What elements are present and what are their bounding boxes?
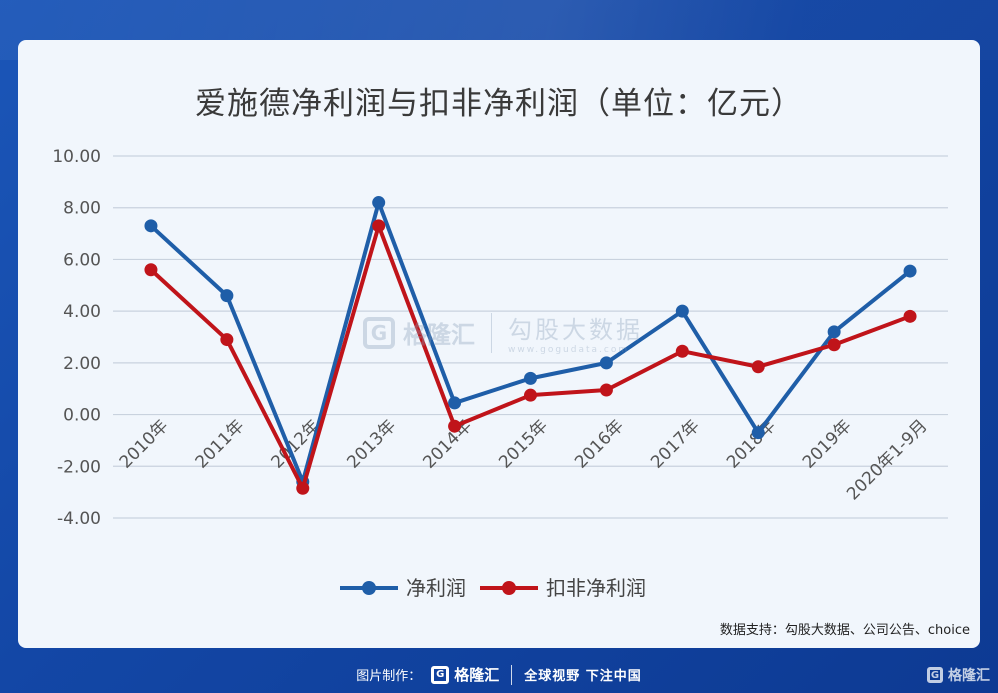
x-tick-label: 2010年	[116, 416, 173, 473]
data-point	[144, 219, 158, 233]
data-point	[827, 338, 841, 352]
x-tick-label: 2019年	[799, 416, 856, 473]
footer-bar: 图片制作： G 格隆汇 全球视野 下注中国	[0, 656, 998, 693]
x-tick-label: 2013年	[343, 416, 400, 473]
data-point	[220, 333, 234, 347]
x-tick-label: 2014年	[419, 416, 476, 473]
data-point	[903, 264, 917, 278]
data-point	[296, 481, 310, 495]
watermark-url: www.gogudata.com	[508, 345, 630, 355]
data-point	[220, 289, 234, 303]
footer-brand: 格隆汇	[454, 666, 500, 684]
data-point	[675, 304, 689, 318]
y-tick-label: 2.00	[63, 354, 101, 374]
footer-made-by: 图片制作：	[356, 669, 422, 684]
footer-divider	[511, 664, 513, 685]
legend-swatch-marker	[362, 581, 376, 595]
line-chart: 10.00 8.00 6.00 4.00 2.00 0.00 -2.00 -4.00 2010年…	[52, 147, 948, 600]
footer-logo-icon: G	[431, 665, 450, 684]
footer-slogan: 全球视野 下注中国	[524, 669, 642, 684]
watermark: G 格隆汇 勾股大数据 www.gogudata.com	[363, 310, 643, 355]
data-point	[599, 356, 613, 370]
y-tick-label: 0.00	[63, 406, 101, 426]
watermark-brand: 格隆汇	[403, 321, 475, 349]
watermark-name: 勾股大数据	[508, 316, 643, 344]
data-point	[524, 388, 537, 402]
x-tick-label: 2020年1-9月	[843, 416, 931, 504]
y-tick-label: 4.00	[63, 302, 101, 322]
corner-brand: G 格隆汇	[927, 665, 990, 685]
x-tick-label: 2016年	[571, 416, 628, 473]
x-tick-label: 2017年	[647, 416, 704, 473]
gelonghui-logo-icon: G	[363, 316, 395, 349]
corner-logo-icon: G	[927, 667, 943, 683]
data-point	[372, 219, 386, 233]
data-point	[903, 309, 917, 323]
legend-label: 净利润	[406, 576, 466, 600]
data-point	[372, 196, 386, 210]
legend-label: 扣非净利润	[546, 576, 646, 600]
x-tick-label: 2015年	[495, 416, 552, 473]
data-point	[751, 426, 765, 440]
data-point	[827, 325, 841, 339]
data-point	[751, 360, 765, 374]
y-tick-label: 6.00	[63, 250, 101, 270]
data-point	[448, 396, 462, 410]
data-point	[675, 344, 689, 358]
data-point	[599, 383, 613, 397]
y-tick-label: 10.00	[52, 147, 101, 167]
data-point	[448, 419, 462, 433]
chart-title: 爱施德净利润与扣非净利润（单位：亿元）	[195, 86, 803, 122]
y-tick-label: -2.00	[57, 457, 101, 477]
data-point	[524, 371, 537, 385]
watermark-divider	[491, 312, 492, 353]
data-point	[144, 263, 158, 277]
corner-brand-label: 格隆汇	[948, 668, 990, 684]
x-tick-label: 2011年	[192, 416, 249, 473]
chart-card: 10.00 8.00 6.00 4.00 2.00 0.00 -2.00 -4.00 2010年…	[18, 40, 980, 648]
y-tick-label: -4.00	[57, 509, 101, 529]
legend-swatch-marker	[502, 581, 516, 595]
y-tick-label: 8.00	[63, 199, 101, 219]
source-note: 数据支持：勾股大数据、公司公告、choice	[719, 623, 970, 638]
